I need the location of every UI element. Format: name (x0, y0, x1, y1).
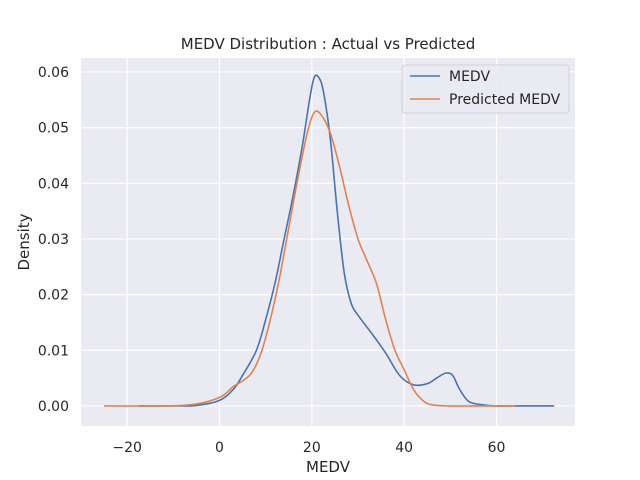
x-tick-label: 20 (303, 440, 321, 456)
y-tick-label: 0.01 (38, 343, 69, 359)
series-line-medv (138, 74, 555, 407)
y-tick-label: 0.05 (38, 121, 69, 137)
series-line-predicted-medv (104, 110, 515, 407)
chart-title: MEDV Distribution : Actual vs Predicted (181, 35, 475, 53)
y-axis-label: Density (15, 213, 33, 270)
y-tick-label: 0.00 (38, 399, 69, 415)
x-ticks: −20 0 20 40 60 (112, 440, 505, 456)
x-tick-label: 0 (215, 440, 224, 456)
legend: MEDV Predicted MEDV (401, 64, 570, 114)
y-tick-label: 0.03 (38, 232, 69, 248)
legend-label-medv: MEDV (449, 69, 490, 85)
y-ticks: 0.00 0.01 0.02 0.03 0.04 0.05 0.06 (38, 65, 69, 415)
x-tick-label: −20 (112, 440, 142, 456)
y-tick-label: 0.06 (38, 65, 69, 81)
y-tick-label: 0.04 (38, 176, 69, 192)
series-layer (104, 74, 555, 407)
legend-label-predicted-medv: Predicted MEDV (449, 92, 561, 108)
x-tick-label: 40 (395, 440, 413, 456)
x-tick-label: 60 (488, 440, 506, 456)
x-axis-label: MEDV (306, 458, 351, 476)
y-tick-label: 0.02 (38, 288, 69, 304)
legend-box (401, 64, 570, 114)
